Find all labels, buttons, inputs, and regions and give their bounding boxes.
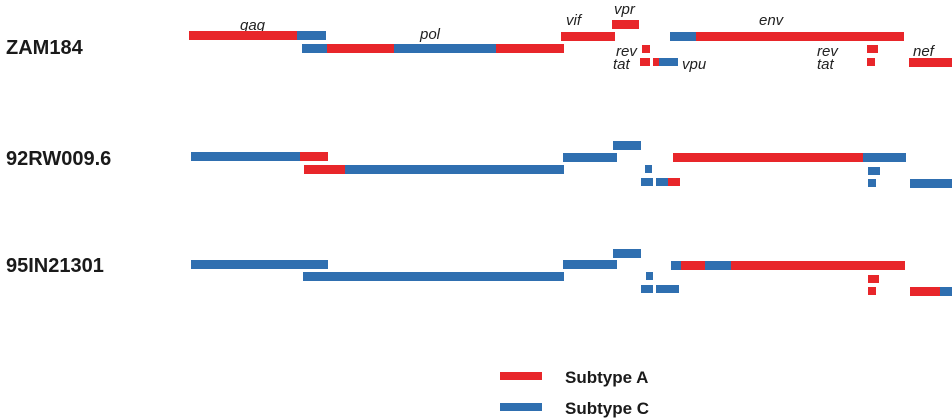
- nef-segment-c: [910, 179, 952, 188]
- env-segment-c: [671, 261, 681, 270]
- strain-label-92rw009: 92RW009.6: [6, 148, 111, 170]
- vpr-segment-c: [613, 141, 641, 150]
- gene-label-gag: gag: [240, 17, 266, 34]
- vpu-segment-a: [668, 178, 680, 186]
- gene-label-vpu: vpu: [682, 56, 707, 73]
- strain-track-92rw009: [191, 141, 952, 188]
- gene-label-tat-1: tat: [613, 56, 631, 73]
- rev-exon2-segment-a: [868, 275, 879, 283]
- vif-segment-c: [563, 260, 617, 269]
- tat-exon2-segment-c: [868, 179, 876, 187]
- gene-label-env: env: [759, 12, 785, 29]
- gag-segment-c: [191, 260, 328, 269]
- pol-segment-c: [303, 272, 564, 281]
- strain-label-95in21301: 95IN21301: [6, 255, 104, 277]
- legend: Subtype A Subtype C: [500, 368, 649, 418]
- rev-exon2-segment-c: [868, 167, 880, 175]
- tat-exon1-segment-c: [641, 285, 653, 293]
- legend-label-subtype-a: Subtype A: [565, 368, 648, 387]
- pol-segment-a: [304, 165, 345, 174]
- nef-segment-c: [940, 287, 952, 296]
- pol-segment-c: [345, 165, 564, 174]
- gene-label-vpr: vpr: [614, 1, 636, 18]
- tat-exon1-segment-c: [641, 178, 653, 186]
- env-segment-a: [673, 153, 863, 162]
- rev-exon1-segment-c: [646, 272, 653, 280]
- gag-segment-c: [191, 152, 300, 161]
- strain-track-zam184: [189, 20, 952, 67]
- tat-exon1-segment-a: [653, 58, 659, 66]
- gene-label-pol: pol: [419, 26, 441, 43]
- legend-swatch-subtype-c: [500, 403, 542, 411]
- nef-segment-a: [909, 58, 952, 67]
- env-segment-c: [863, 153, 906, 162]
- tat-exon2-segment-a: [867, 58, 875, 66]
- pol-segment-c: [394, 44, 496, 53]
- gene-label-vif: vif: [566, 12, 583, 29]
- strain-track-95in21301: [191, 249, 952, 296]
- gene-label-tat-2: tat: [817, 56, 835, 73]
- gene-label-rev-2: rev: [817, 43, 839, 60]
- vpr-segment-a: [612, 20, 639, 29]
- env-segment-a: [681, 261, 705, 270]
- nef-segment-a: [910, 287, 940, 296]
- gene-label-nef: nef: [913, 43, 936, 60]
- legend-swatch-subtype-a: [500, 372, 542, 380]
- env-segment-a: [731, 261, 905, 270]
- env-segment-a: [696, 32, 904, 41]
- rev-exon1-segment-a: [642, 45, 650, 53]
- pol-segment-a: [496, 44, 564, 53]
- legend-label-subtype-c: Subtype C: [565, 399, 649, 418]
- strain-label-zam184: ZAM184: [6, 37, 84, 59]
- env-segment-c: [705, 261, 731, 270]
- vpu-segment-c: [659, 58, 678, 66]
- vpu-segment-c: [656, 285, 679, 293]
- vpu-segment-c: [656, 178, 668, 186]
- rev-exon1-segment-c: [645, 165, 652, 173]
- gag-segment-a: [300, 152, 328, 161]
- tat-exon2-segment-a: [868, 287, 876, 295]
- pol-segment-a: [327, 44, 394, 53]
- env-segment-c: [670, 32, 696, 41]
- vpr-segment-c: [613, 249, 641, 258]
- gag-segment-a: [189, 31, 297, 40]
- rev-exon2-segment-a: [867, 45, 878, 53]
- pol-segment-c: [302, 44, 327, 53]
- vif-segment-c: [563, 153, 617, 162]
- gag-segment-c: [297, 31, 326, 40]
- tat-exon1-segment-a: [640, 58, 650, 66]
- vif-segment-a: [561, 32, 615, 41]
- gene-label-rev-1: rev: [616, 43, 638, 60]
